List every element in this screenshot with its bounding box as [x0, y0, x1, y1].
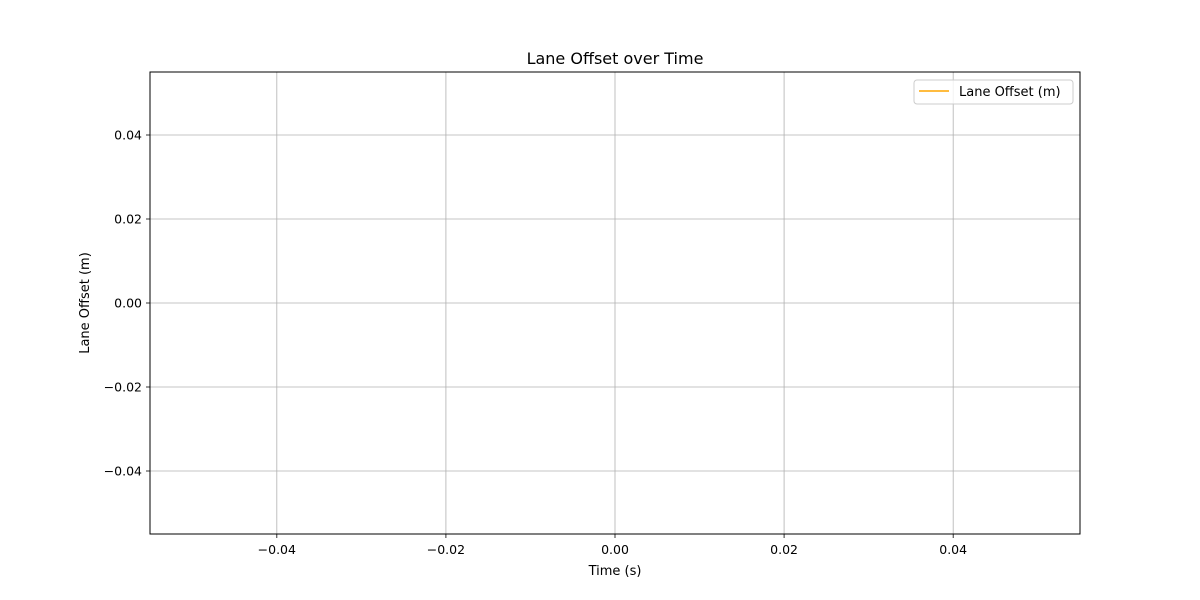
x-tick-label: −0.04 — [258, 542, 296, 557]
x-tick-label: 0.00 — [601, 542, 629, 557]
y-tick-label: 0.02 — [114, 212, 142, 227]
y-tick-label: −0.02 — [104, 380, 142, 395]
y-axis-label: Lane Offset (m) — [78, 252, 93, 354]
x-axis-ticks: −0.04 −0.02 0.00 0.02 0.04 — [258, 534, 967, 557]
y-tick-label: −0.04 — [104, 464, 142, 479]
legend-box — [913, 79, 1074, 105]
legend-label: Lane Offset (m) — [959, 85, 1061, 100]
x-tick-label: −0.02 — [427, 542, 465, 557]
y-tick-label: 0.04 — [114, 128, 142, 143]
y-axis-ticks: 0.04 0.02 0.00 −0.02 −0.04 — [104, 128, 150, 479]
chart-title: Lane Offset over Time — [527, 49, 704, 68]
y-tick-label: 0.00 — [114, 296, 142, 311]
x-tick-label: 0.02 — [770, 542, 798, 557]
grid — [150, 72, 1080, 534]
x-axis-label: Time (s) — [588, 564, 642, 579]
legend: Lane Offset (m) — [913, 79, 1074, 105]
x-tick-label: 0.04 — [939, 542, 967, 557]
